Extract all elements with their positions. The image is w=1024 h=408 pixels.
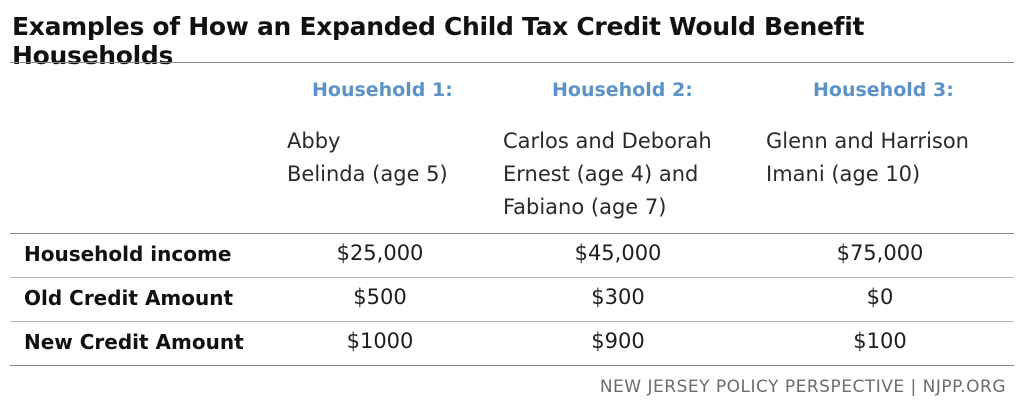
household-1-member-line: Abby <box>287 129 341 153</box>
household-1-member-line: Belinda (age 5) <box>287 162 448 186</box>
table-cell: $1000 <box>346 329 414 353</box>
household-2-member-line: Carlos and Deborah <box>503 129 712 153</box>
top-rule <box>10 62 1014 63</box>
table-cell: $900 <box>591 329 645 353</box>
row-divider <box>10 321 1014 322</box>
source-credit: NEW JERSEY POLICY PERSPECTIVE | NJPP.ORG <box>599 377 1006 397</box>
household-3-members: Glenn and Harrison Imani (age 10) <box>766 125 969 191</box>
household-2-member-line: Ernest (age 4) and <box>503 162 699 186</box>
household-3-member-line: Glenn and Harrison <box>766 129 969 153</box>
household-3-header: Household 3: <box>813 79 954 101</box>
row-label-new-credit: New Credit Amount <box>24 330 244 354</box>
table-cell: $45,000 <box>574 241 662 265</box>
table-cell: $75,000 <box>836 241 924 265</box>
row-divider <box>10 277 1014 278</box>
household-2-members: Carlos and Deborah Ernest (age 4) and Fa… <box>503 125 712 224</box>
table-cell: $500 <box>353 285 407 309</box>
header-rule <box>10 233 1014 234</box>
table-cell: $25,000 <box>336 241 424 265</box>
table-cell: $0 <box>866 285 894 309</box>
household-2-header: Household 2: <box>552 79 693 101</box>
household-1-header: Household 1: <box>312 79 453 101</box>
row-label-old-credit: Old Credit Amount <box>24 286 234 310</box>
household-2-member-line: Fabiano (age 7) <box>503 195 667 219</box>
table-cell: $300 <box>591 285 645 309</box>
page-title: Examples of How an Expanded Child Tax Cr… <box>12 12 865 70</box>
table-cell: $100 <box>853 329 907 353</box>
household-3-member-line: Imani (age 10) <box>766 162 921 186</box>
bottom-rule <box>10 365 1014 366</box>
row-label-household-income: Household income <box>24 242 232 266</box>
household-1-members: Abby Belinda (age 5) <box>287 125 448 191</box>
